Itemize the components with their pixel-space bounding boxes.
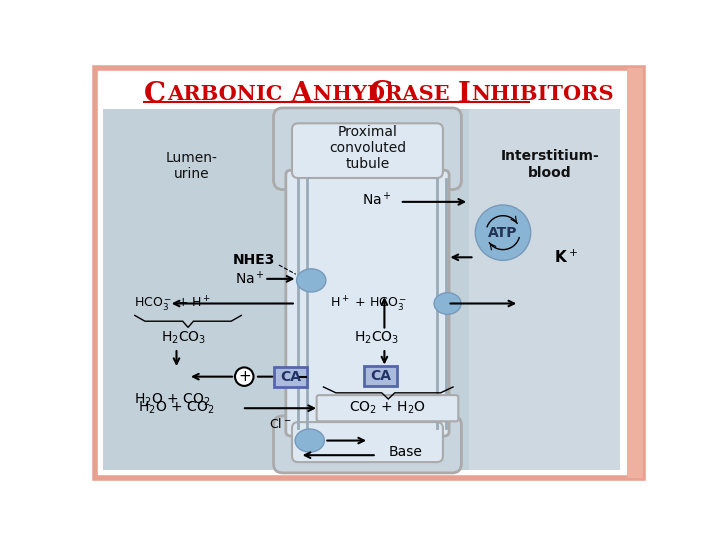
Text: CO$_2$ + H$_2$O: CO$_2$ + H$_2$O (349, 400, 426, 416)
Text: NHYDRASE: NHYDRASE (312, 84, 456, 104)
Text: H$_2$O + CO$_2$: H$_2$O + CO$_2$ (134, 392, 211, 408)
FancyBboxPatch shape (274, 108, 462, 190)
FancyBboxPatch shape (292, 422, 443, 462)
Text: Proximal
convoluted
tubule: Proximal convoluted tubule (329, 125, 406, 171)
Text: ATP: ATP (488, 226, 518, 240)
Text: +: + (238, 369, 251, 384)
Text: Base: Base (389, 445, 423, 459)
Text: H$_2$CO$_3$: H$_2$CO$_3$ (354, 330, 399, 346)
FancyBboxPatch shape (102, 110, 620, 470)
Ellipse shape (295, 429, 324, 452)
Text: HCO$_3^-$ + H$^+$: HCO$_3^-$ + H$^+$ (134, 294, 212, 313)
FancyBboxPatch shape (95, 68, 643, 477)
Text: A: A (290, 80, 312, 107)
Circle shape (235, 367, 253, 386)
FancyBboxPatch shape (292, 123, 443, 178)
Text: H$_2$O + CO$_2$: H$_2$O + CO$_2$ (138, 400, 215, 416)
Text: Interstitium-
blood: Interstitium- blood (500, 150, 599, 180)
FancyBboxPatch shape (364, 366, 397, 386)
Text: I: I (457, 80, 470, 107)
Ellipse shape (434, 293, 461, 314)
Text: C: C (369, 78, 393, 110)
Bar (627, 68, 643, 477)
Text: Na$^+$: Na$^+$ (361, 191, 392, 208)
Text: ARBONIC: ARBONIC (167, 84, 289, 104)
Text: H$^+$ + HCO$_3^-$: H$^+$ + HCO$_3^-$ (330, 294, 408, 313)
FancyBboxPatch shape (469, 110, 620, 470)
Circle shape (475, 205, 531, 260)
Text: Cl$^-$: Cl$^-$ (269, 417, 292, 431)
Text: C: C (144, 80, 166, 107)
Text: NHIBITORS: NHIBITORS (471, 84, 613, 104)
Text: Na$^+$: Na$^+$ (235, 270, 265, 287)
Text: K$^+$: K$^+$ (554, 248, 577, 266)
Text: CA: CA (280, 370, 301, 383)
Text: CA: CA (370, 369, 391, 383)
Ellipse shape (297, 269, 326, 292)
Text: NHE3: NHE3 (233, 253, 275, 267)
FancyBboxPatch shape (274, 367, 307, 387)
Text: Lumen-
urine: Lumen- urine (166, 151, 218, 181)
Text: H$_2$CO$_3$: H$_2$CO$_3$ (161, 330, 207, 346)
FancyBboxPatch shape (274, 416, 462, 473)
FancyBboxPatch shape (317, 395, 459, 421)
FancyBboxPatch shape (286, 170, 449, 436)
